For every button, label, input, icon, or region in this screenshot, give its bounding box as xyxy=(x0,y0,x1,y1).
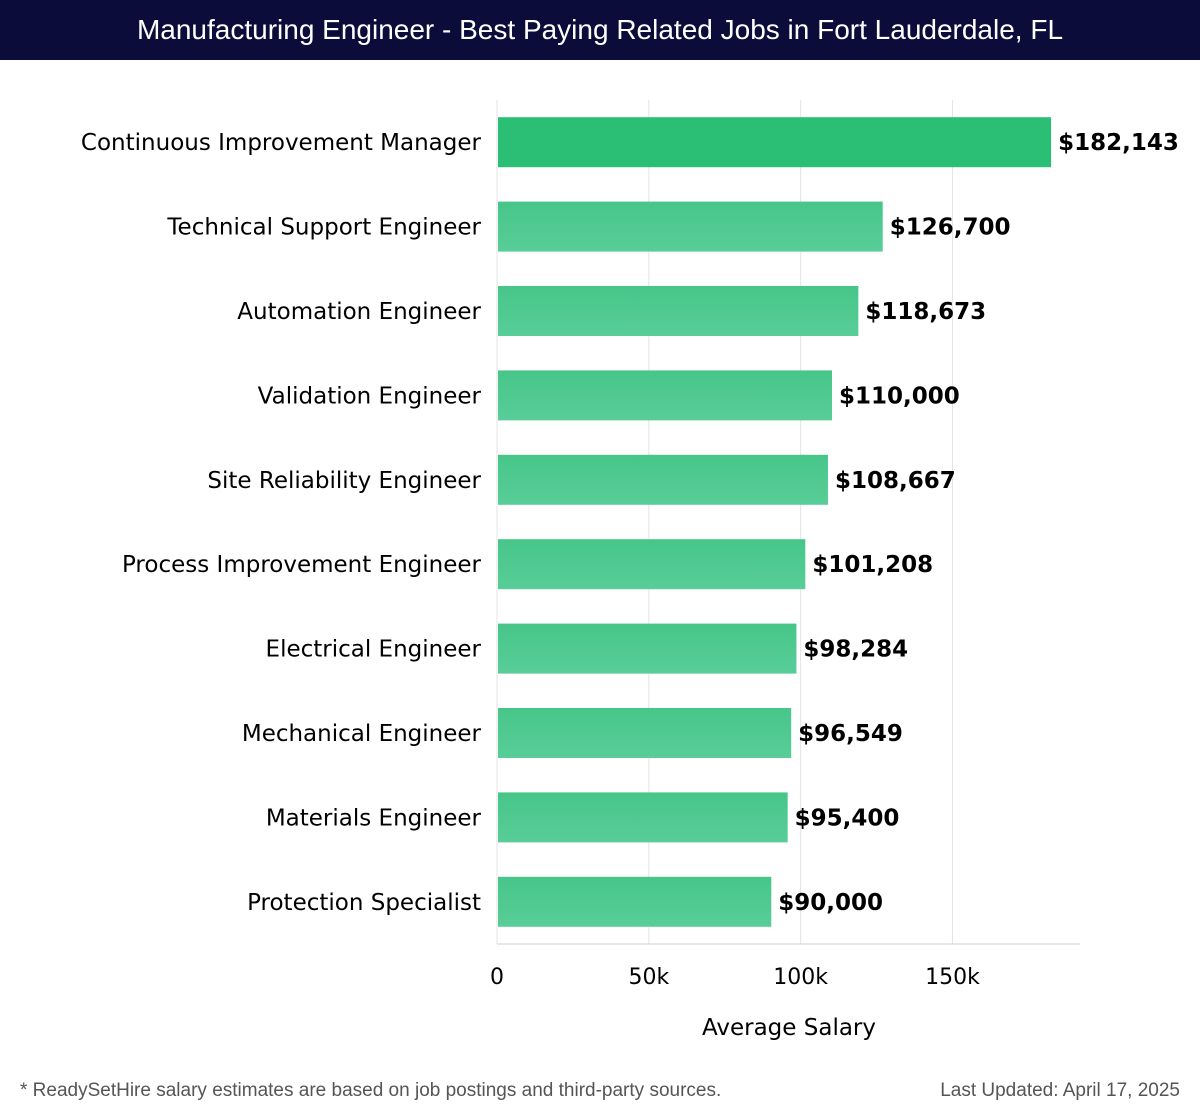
bar xyxy=(498,876,772,927)
bar xyxy=(498,454,828,505)
x-tick-label: 0 xyxy=(490,965,504,990)
category-label: Electrical Engineer xyxy=(266,637,482,663)
value-label: $96,549 xyxy=(798,721,903,747)
value-label: $90,000 xyxy=(778,890,883,916)
value-label: $126,700 xyxy=(890,215,1011,241)
category-label: Technical Support Engineer xyxy=(166,215,481,241)
category-label: Validation Engineer xyxy=(258,383,482,409)
category-labels: Continuous Improvement Manager Technical … xyxy=(81,130,482,916)
value-label: $101,208 xyxy=(812,552,933,578)
bar xyxy=(498,286,859,336)
footer-note: * ReadySetHire salary estimates are base… xyxy=(20,1080,722,1101)
bar xyxy=(498,708,792,758)
bar xyxy=(498,201,883,252)
value-label: $95,400 xyxy=(795,805,900,831)
category-label: Automation Engineer xyxy=(237,299,481,325)
bar xyxy=(498,792,788,843)
value-label: $110,000 xyxy=(839,383,960,409)
value-label: $108,667 xyxy=(835,468,956,494)
bar xyxy=(498,370,833,421)
category-label: Process Improvement Engineer xyxy=(122,552,482,578)
value-label: $118,673 xyxy=(865,299,986,325)
x-axis-label: Average Salary xyxy=(702,1015,876,1041)
bar xyxy=(498,117,1052,168)
bar xyxy=(498,539,806,590)
x-tick-label: 100k xyxy=(773,965,828,990)
x-tick-label: 150k xyxy=(925,965,980,990)
x-axis: 0 50k 100k 150k xyxy=(490,943,1080,990)
bar xyxy=(498,623,797,674)
value-label: $182,143 xyxy=(1058,130,1179,156)
last-updated: Last Updated: April 17, 2025 xyxy=(940,1080,1180,1101)
category-label: Mechanical Engineer xyxy=(242,721,482,747)
value-label: $98,284 xyxy=(803,637,908,663)
category-label: Protection Specialist xyxy=(247,890,481,916)
bars xyxy=(498,117,1052,927)
category-label: Materials Engineer xyxy=(266,805,482,831)
x-tick-label: 50k xyxy=(628,965,669,990)
category-label: Continuous Improvement Manager xyxy=(81,130,482,156)
chart-title: Manufacturing Engineer - Best Paying Rel… xyxy=(0,0,1200,60)
bar-chart: Continuous Improvement Manager Technical … xyxy=(81,100,1179,1041)
category-label: Site Reliability Engineer xyxy=(207,468,481,494)
value-labels: $182,143 $126,700 $118,673 $110,000 $108,667… xyxy=(778,130,1179,916)
